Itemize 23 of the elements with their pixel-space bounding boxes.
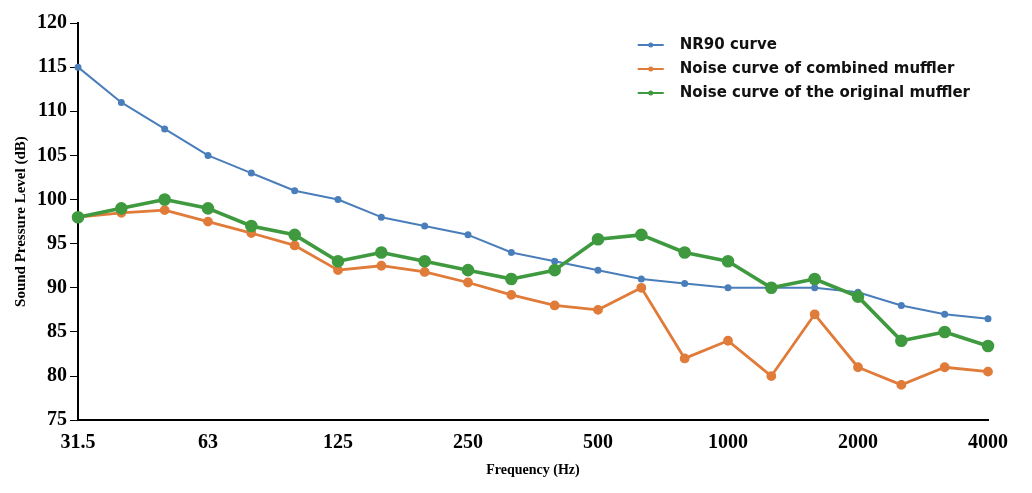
legend-label: Noise curve of the original muffler bbox=[679, 82, 971, 101]
y-tick-label: 105 bbox=[37, 142, 67, 165]
y-tick-label: 120 bbox=[37, 10, 67, 33]
y-tick-label: 85 bbox=[47, 319, 67, 342]
y-tick-label: 95 bbox=[47, 230, 67, 253]
y-tick-label: 115 bbox=[38, 54, 67, 77]
legend-label: Noise curve of combined muffler bbox=[679, 58, 955, 77]
y-axis-title: Sound Pressure Level (dB) bbox=[11, 136, 29, 307]
y-tick-label: 75 bbox=[47, 407, 67, 430]
x-tick-label: 4000 bbox=[968, 430, 1008, 453]
x-tick-label: 31.5 bbox=[60, 430, 96, 453]
x-axis-title: Frequency (Hz) bbox=[486, 462, 581, 479]
x-tick-label: 250 bbox=[453, 430, 483, 453]
y-tick-label: 110 bbox=[38, 98, 67, 121]
legend-label: NR90 curve bbox=[679, 34, 777, 53]
y-tick-label: 80 bbox=[47, 363, 67, 386]
x-tick-label: 1000 bbox=[708, 430, 748, 453]
y-tick-label: 100 bbox=[37, 186, 67, 209]
x-tick-label: 2000 bbox=[838, 430, 878, 453]
x-tick-label: 500 bbox=[583, 430, 613, 453]
y-tick-label: 90 bbox=[47, 274, 67, 297]
x-tick-label: 125 bbox=[323, 430, 353, 453]
x-tick-label: 63 bbox=[198, 430, 218, 453]
